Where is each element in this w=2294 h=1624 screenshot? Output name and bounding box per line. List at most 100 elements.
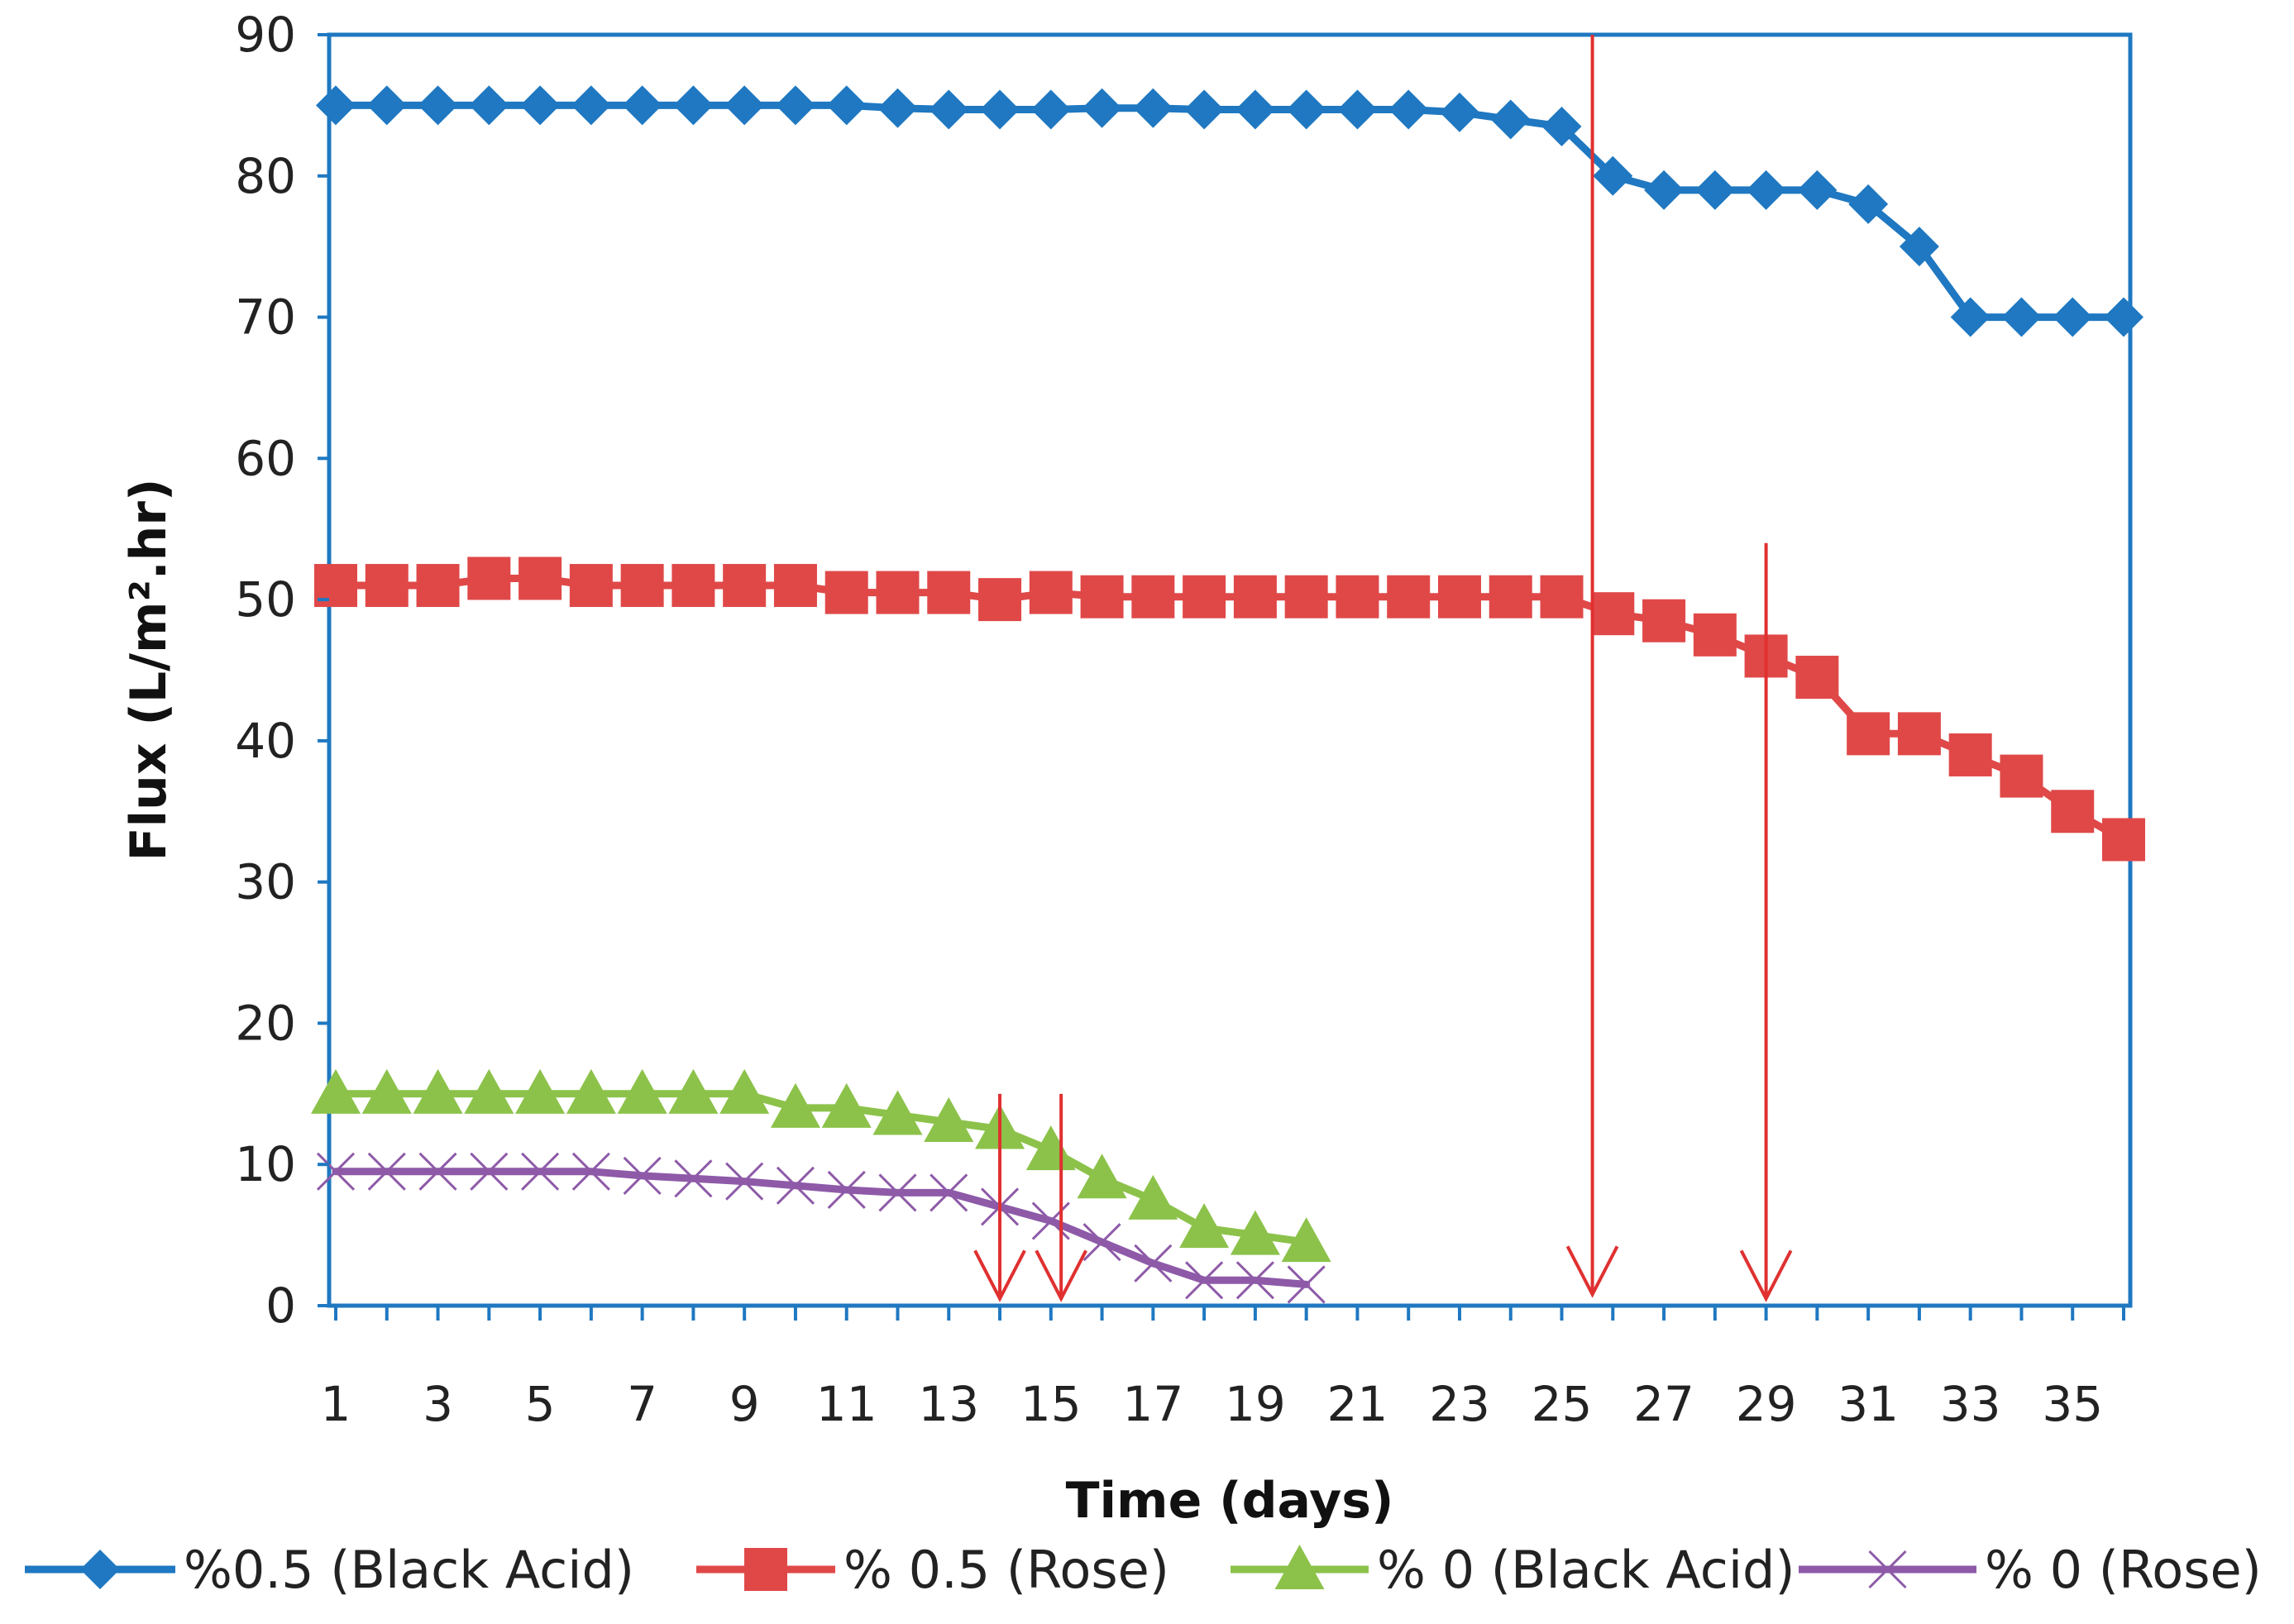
x-tick-label-23: 23 <box>1429 1376 1490 1432</box>
series-1-point-14 <box>980 89 1020 130</box>
x-tick-label-13: 13 <box>918 1376 979 1432</box>
y-axis-title: Flux (L/m².hr) <box>120 479 178 862</box>
x-tick-label-15: 15 <box>1020 1376 1082 1432</box>
legend-swatch-marker-1 <box>80 1550 120 1589</box>
legend: %0.5 (Black Acid) % 0.5 (Rose) % 0 (Black … <box>25 1540 2262 1600</box>
y-tick-label-70: 70 <box>235 289 296 346</box>
series-2-point-16 <box>1080 575 1124 619</box>
series-2-point-25 <box>1540 575 1584 619</box>
series-3-point-20 <box>1281 1217 1331 1263</box>
series-3-point-16 <box>1077 1154 1127 1199</box>
series-2-point-9 <box>723 564 767 608</box>
y-tick-label-20: 20 <box>235 995 296 1051</box>
x-tick-label-25: 25 <box>1532 1376 1593 1432</box>
y-tick-label-10: 10 <box>235 1136 296 1192</box>
series-3-point-2 <box>361 1068 412 1114</box>
series-1 <box>316 85 2143 337</box>
series-3-point-5 <box>515 1068 566 1114</box>
series-1-point-9 <box>724 85 765 126</box>
series-3-point-3 <box>413 1068 463 1114</box>
legend-swatch-marker-4 <box>1868 1550 1907 1589</box>
x-tick-label-7: 7 <box>627 1376 657 1432</box>
series-1-point-19 <box>1235 89 1275 130</box>
series-2-point-35 <box>2051 790 2095 833</box>
series-1-point-12 <box>877 88 918 128</box>
series-1-point-34 <box>2001 297 2042 337</box>
series-1-point-13 <box>929 89 969 130</box>
series-1-point-5 <box>520 85 561 126</box>
series-4-point-7 <box>623 1156 662 1195</box>
series-1-point-4 <box>469 85 509 126</box>
x-tick-label-3: 3 <box>423 1376 453 1432</box>
x-tick-label-35: 35 <box>2042 1376 2103 1432</box>
series-1-point-36 <box>2104 297 2143 337</box>
x-axis-title: Time (days) <box>1066 1472 1394 1530</box>
series-4-point-19 <box>1235 1261 1274 1300</box>
legend-item-3: % 0 (Black Acid) <box>1231 1540 1795 1600</box>
y-tick-label-40: 40 <box>235 713 296 769</box>
down-arrow-4 <box>1739 542 1793 1302</box>
series-2-point-33 <box>1948 733 1992 776</box>
series-1-point-28 <box>1694 170 1735 210</box>
series-4-point-12 <box>878 1173 917 1212</box>
series-3-point-7 <box>617 1068 667 1114</box>
series-2-point-27 <box>1642 599 1686 642</box>
series-1-point-11 <box>826 85 867 126</box>
series-4-point-8 <box>674 1159 713 1198</box>
series-1-point-30 <box>1797 170 1838 210</box>
series-4-point-5 <box>521 1152 560 1191</box>
series-4-point-13 <box>930 1173 968 1212</box>
x-tick-label-19: 19 <box>1225 1376 1286 1432</box>
series-1-point-16 <box>1082 88 1122 128</box>
series-4-point-1 <box>316 1152 356 1191</box>
series-4-point-10 <box>776 1166 815 1205</box>
legend-item-4: % 0 (Rose) <box>1799 1540 2262 1600</box>
series-4-point-4 <box>470 1152 509 1191</box>
series-4-point-2 <box>367 1152 406 1191</box>
series-2-point-8 <box>671 564 715 608</box>
series-1-point-23 <box>1439 92 1479 132</box>
x-tick-label-17: 17 <box>1122 1376 1183 1432</box>
series-1-point-8 <box>673 85 714 126</box>
series-1-point-29 <box>1746 170 1786 210</box>
x-tick-label-21: 21 <box>1327 1376 1388 1432</box>
series-4-line <box>332 1168 1311 1288</box>
series-1-point-27 <box>1644 170 1685 210</box>
series-2-point-19 <box>1233 575 1277 619</box>
y-tick-label-80: 80 <box>235 148 296 204</box>
series-1-point-20 <box>1286 89 1326 130</box>
series-2-point-14 <box>978 578 1022 622</box>
series-layer <box>311 85 2145 1304</box>
legend-item-1: %0.5 (Black Acid) <box>25 1540 634 1600</box>
series-1-point-7 <box>622 85 662 126</box>
y-tick-label-90: 90 <box>235 7 296 63</box>
series-2-point-3 <box>416 564 460 608</box>
series-2-point-23 <box>1437 575 1481 619</box>
series-1-point-2 <box>366 85 407 126</box>
series-4-point-6 <box>571 1152 610 1191</box>
series-2-point-12 <box>876 571 920 614</box>
legend-label-1: %0.5 (Black Acid) <box>184 1540 634 1600</box>
y-tick-label-60: 60 <box>235 430 296 486</box>
series-2-point-20 <box>1284 575 1328 619</box>
x-tick-label-5: 5 <box>525 1376 556 1432</box>
series-4-point-16 <box>1082 1223 1121 1262</box>
series-4-point-15 <box>1031 1201 1070 1240</box>
series-2-point-10 <box>773 564 817 608</box>
series-2-point-2 <box>365 564 409 608</box>
series-2-point-22 <box>1387 575 1431 619</box>
series-4 <box>316 1152 1326 1304</box>
series-4-point-3 <box>418 1152 457 1191</box>
legend-label-4: % 0 (Rose) <box>1985 1540 2262 1600</box>
series-1-point-24 <box>1490 99 1531 140</box>
x-tick-label-27: 27 <box>1633 1376 1694 1432</box>
series-2-point-13 <box>927 571 971 614</box>
down-arrow-3 <box>1565 35 1619 1298</box>
series-3-point-6 <box>566 1068 616 1114</box>
series-2-point-7 <box>620 564 664 608</box>
x-tick-label-1: 1 <box>321 1376 351 1432</box>
x-tick-label-33: 33 <box>1940 1376 2001 1432</box>
series-3-point-4 <box>464 1068 514 1114</box>
series-4-point-18 <box>1185 1261 1224 1300</box>
down-arrow-1 <box>973 1093 1026 1302</box>
